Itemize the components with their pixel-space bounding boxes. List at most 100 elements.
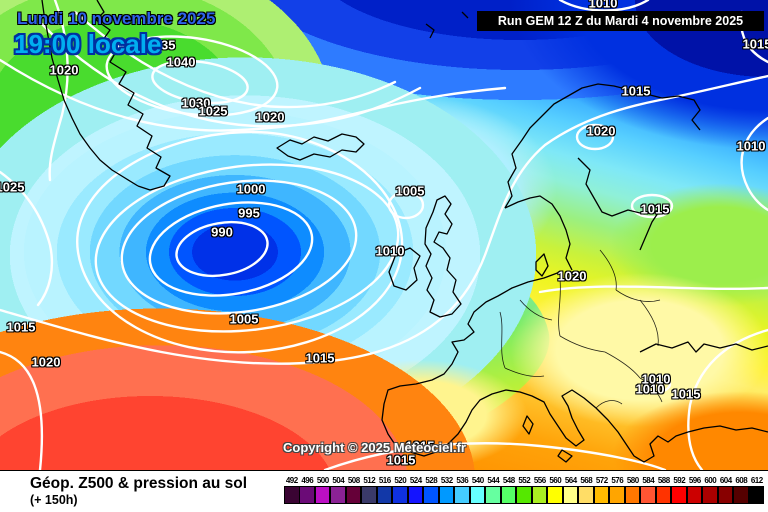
scale-value: 540 <box>471 476 484 485</box>
scale-value: 612 <box>750 476 763 485</box>
scale-cell: 612 <box>748 476 765 504</box>
scale-cell: 568 <box>578 476 595 504</box>
scale-value: 528 <box>425 476 438 485</box>
scale-swatch <box>624 486 640 504</box>
scale-value: 560 <box>549 476 562 485</box>
map-title: Géop. Z500 & pression au sol <box>30 475 248 492</box>
z500-color-scale: 492 496 500 504 508 512 516 520 524 528 532 536 540 5… <box>284 476 765 504</box>
scale-swatch <box>361 486 377 504</box>
isobar-lines <box>0 0 768 470</box>
pressure-label: 1000 <box>236 181 266 197</box>
scale-cell: 496 <box>299 476 316 504</box>
scale-value: 524 <box>409 476 422 485</box>
scale-value: 580 <box>626 476 639 485</box>
scale-value: 604 <box>719 476 732 485</box>
scale-swatch <box>748 486 764 504</box>
pressure-label: 1005 <box>395 183 425 199</box>
scale-swatch <box>314 486 330 504</box>
scale-cell: 576 <box>609 476 626 504</box>
pressure-label: 990 <box>211 224 233 240</box>
scale-value: 608 <box>735 476 748 485</box>
pressure-label: 1010 <box>588 0 618 11</box>
pressure-label: 1010 <box>736 138 766 154</box>
scale-cell: 504 <box>330 476 347 504</box>
scale-swatch <box>562 486 578 504</box>
scale-value: 512 <box>363 476 376 485</box>
scale-swatch <box>438 486 454 504</box>
scale-cell: 552 <box>516 476 533 504</box>
scale-swatch <box>593 486 609 504</box>
scale-cell: 544 <box>485 476 502 504</box>
scale-cell: 556 <box>531 476 548 504</box>
scale-value: 584 <box>642 476 655 485</box>
scale-swatch <box>284 486 300 504</box>
scale-swatch <box>392 486 408 504</box>
model-run-info: Run GEM 12 Z du Mardi 4 novembre 2025 <box>477 11 764 31</box>
scale-value: 572 <box>595 476 608 485</box>
pressure-label: 1040 <box>166 54 196 70</box>
pressure-label: 1025 <box>198 103 228 119</box>
pressure-label: 1035 <box>146 37 176 53</box>
scale-swatch <box>702 486 718 504</box>
scale-swatch <box>609 486 625 504</box>
scale-cell: 604 <box>717 476 734 504</box>
scale-cell: 580 <box>624 476 641 504</box>
weather-map: 1010 1035 1040 1020 1015 1015 1030 1025 1020 1020… <box>0 0 768 470</box>
scale-swatch <box>547 486 563 504</box>
scale-cell: 564 <box>562 476 579 504</box>
scale-value: 556 <box>533 476 546 485</box>
coastlines <box>41 0 768 463</box>
pressure-label: 1010 <box>375 243 405 259</box>
footer-bar: Géop. Z500 & pression au sol (+ 150h) 49… <box>0 470 768 512</box>
scale-cell: 516 <box>376 476 393 504</box>
pressure-label: 1015 <box>6 319 36 335</box>
scale-cell: 540 <box>469 476 486 504</box>
pressure-label: 1020 <box>557 268 587 284</box>
scale-swatch <box>299 486 315 504</box>
scale-cell: 596 <box>686 476 703 504</box>
pressure-label: 1015 <box>405 438 435 454</box>
pressure-label: 1020 <box>255 109 285 125</box>
scale-value: 536 <box>456 476 469 485</box>
scale-swatch <box>655 486 671 504</box>
scale-cell: 584 <box>640 476 657 504</box>
scale-swatch <box>376 486 392 504</box>
country-borders <box>499 249 663 409</box>
pressure-label: 1030 <box>181 95 211 111</box>
scale-value: 576 <box>611 476 624 485</box>
scale-value: 500 <box>316 476 329 485</box>
copyright-text: Copyright © 2025 Meteociel.fr <box>283 440 466 455</box>
pressure-label: 1020 <box>49 62 79 78</box>
scale-swatch <box>330 486 346 504</box>
scale-cell: 512 <box>361 476 378 504</box>
scale-swatch <box>407 486 423 504</box>
pressure-label: 1015 <box>386 452 416 468</box>
scale-cell: 536 <box>454 476 471 504</box>
forecast-lead-time: (+ 150h) <box>30 493 78 507</box>
scale-value: 520 <box>394 476 407 485</box>
scale-value: 516 <box>378 476 391 485</box>
scale-swatch <box>717 486 733 504</box>
scale-cell: 600 <box>702 476 719 504</box>
scale-swatch <box>345 486 361 504</box>
scale-swatch <box>686 486 702 504</box>
scale-swatch <box>578 486 594 504</box>
pressure-label: 995 <box>238 205 260 221</box>
pressure-label: 1005 <box>229 311 259 327</box>
scale-swatch <box>733 486 749 504</box>
pressure-label: 1025 <box>0 179 25 195</box>
pressure-label: 1015 <box>640 201 670 217</box>
pressure-label: 1015 <box>621 83 651 99</box>
scale-cell: 608 <box>733 476 750 504</box>
scale-swatch <box>671 486 687 504</box>
pressure-label: 1010 <box>635 381 665 397</box>
scale-swatch <box>531 486 547 504</box>
scale-cell: 520 <box>392 476 409 504</box>
scale-value: 532 <box>440 476 453 485</box>
scale-cell: 528 <box>423 476 440 504</box>
scale-cell: 572 <box>593 476 610 504</box>
scale-value: 508 <box>347 476 360 485</box>
scale-swatch <box>454 486 470 504</box>
scale-cell: 532 <box>438 476 455 504</box>
